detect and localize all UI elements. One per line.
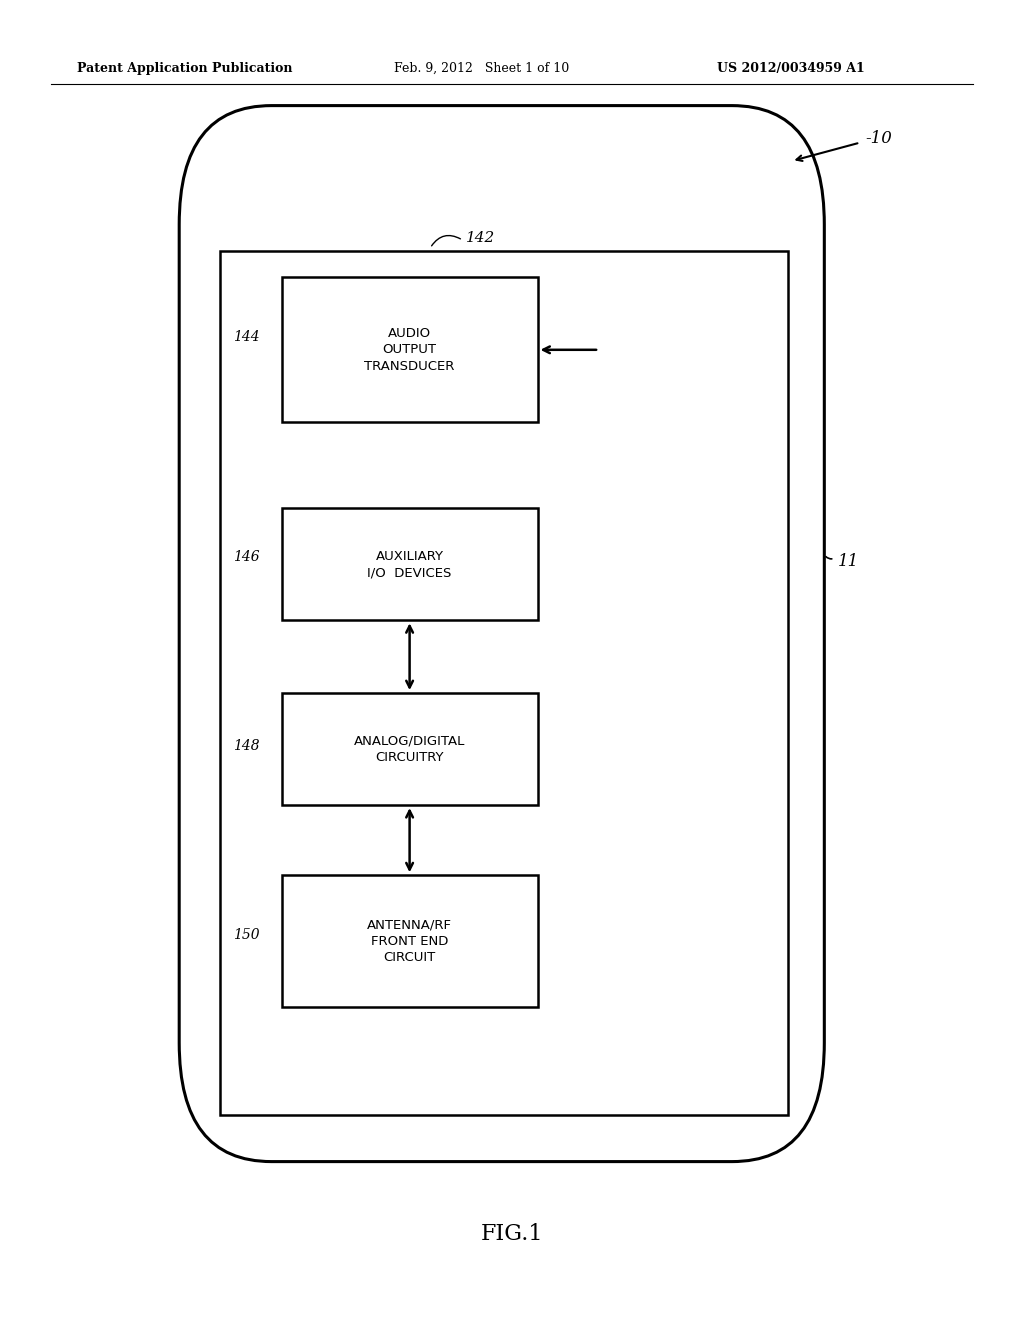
Text: 144: 144 xyxy=(233,330,260,343)
Bar xyxy=(282,277,538,422)
Bar xyxy=(282,508,538,620)
Text: 11: 11 xyxy=(838,553,859,569)
Bar xyxy=(282,693,538,805)
Text: FIG.1: FIG.1 xyxy=(480,1224,544,1245)
Bar xyxy=(282,875,538,1007)
Text: 146: 146 xyxy=(233,550,260,564)
Text: -10: -10 xyxy=(865,131,892,147)
Text: 148: 148 xyxy=(233,739,260,752)
Text: 142: 142 xyxy=(466,231,496,244)
Text: Patent Application Publication: Patent Application Publication xyxy=(77,62,292,75)
Text: ANALOG/DIGITAL
CIRCUITRY: ANALOG/DIGITAL CIRCUITRY xyxy=(354,734,465,764)
Text: US 2012/0034959 A1: US 2012/0034959 A1 xyxy=(717,62,864,75)
Bar xyxy=(220,251,788,1115)
FancyBboxPatch shape xyxy=(179,106,824,1162)
Text: 150: 150 xyxy=(233,928,260,941)
Text: Feb. 9, 2012   Sheet 1 of 10: Feb. 9, 2012 Sheet 1 of 10 xyxy=(394,62,569,75)
Text: ANTENNA/RF
FRONT END
CIRCUIT: ANTENNA/RF FRONT END CIRCUIT xyxy=(367,919,453,964)
Text: AUDIO
OUTPUT
TRANSDUCER: AUDIO OUTPUT TRANSDUCER xyxy=(365,327,455,372)
Text: AUXILIARY
I/O  DEVICES: AUXILIARY I/O DEVICES xyxy=(368,549,452,579)
